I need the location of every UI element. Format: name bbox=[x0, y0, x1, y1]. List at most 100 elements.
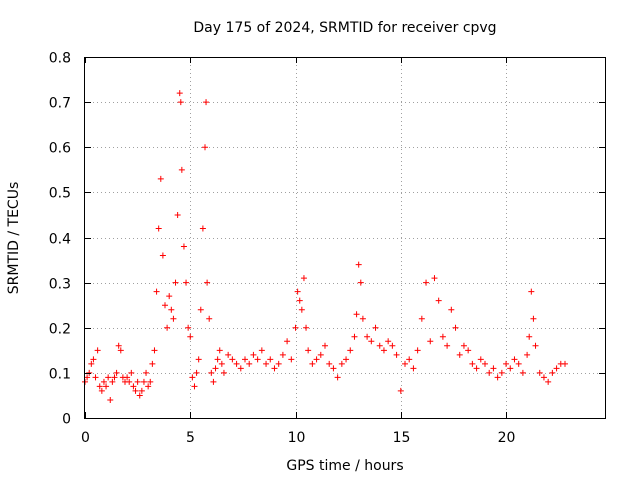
data-point bbox=[439, 333, 446, 340]
data-point bbox=[296, 297, 303, 304]
data-point bbox=[364, 333, 371, 340]
y-tick-label: 0.4 bbox=[49, 232, 71, 248]
data-point bbox=[473, 365, 480, 372]
data-point bbox=[147, 378, 154, 385]
data-point bbox=[545, 378, 552, 385]
data-point bbox=[100, 378, 107, 385]
data-point bbox=[452, 324, 459, 331]
data-point bbox=[406, 356, 413, 363]
y-axis-title: SRMTID / TECUs bbox=[6, 182, 22, 295]
data-point bbox=[298, 306, 305, 313]
data-point bbox=[393, 351, 400, 358]
data-point bbox=[159, 252, 166, 259]
data-point bbox=[294, 288, 301, 295]
data-point bbox=[153, 288, 160, 295]
data-point bbox=[233, 360, 240, 367]
data-point bbox=[414, 347, 421, 354]
data-point bbox=[202, 144, 208, 151]
y-tick-label: 0.6 bbox=[49, 141, 71, 157]
data-point bbox=[536, 369, 543, 376]
data-point bbox=[263, 360, 270, 367]
data-point bbox=[418, 315, 425, 322]
data-point bbox=[157, 175, 164, 182]
data-point bbox=[355, 261, 362, 268]
data-point bbox=[166, 293, 173, 300]
data-point bbox=[242, 356, 248, 363]
data-point bbox=[410, 365, 417, 372]
data-point bbox=[191, 383, 198, 390]
data-point bbox=[86, 369, 93, 376]
data-point bbox=[486, 369, 493, 376]
data-point bbox=[168, 306, 175, 313]
data-point bbox=[96, 383, 103, 390]
x-tick-label: 5 bbox=[186, 430, 195, 446]
data-point bbox=[460, 342, 467, 349]
data-point bbox=[448, 306, 455, 313]
y-tick-label: 0.7 bbox=[49, 96, 71, 112]
data-point bbox=[465, 347, 472, 354]
data-point bbox=[130, 383, 137, 390]
data-point bbox=[237, 365, 244, 372]
data-point bbox=[187, 333, 194, 340]
data-point bbox=[155, 225, 162, 232]
data-point bbox=[317, 351, 324, 358]
data-point bbox=[549, 369, 556, 376]
data-point bbox=[199, 225, 206, 232]
x-tick-label: 10 bbox=[288, 430, 306, 446]
data-point bbox=[528, 288, 535, 295]
data-point bbox=[180, 243, 187, 250]
data-point bbox=[385, 338, 392, 345]
data-point bbox=[498, 369, 505, 376]
data-point bbox=[134, 378, 141, 385]
data-point bbox=[218, 360, 225, 367]
data-point bbox=[526, 333, 533, 340]
plot-frame bbox=[84, 57, 606, 419]
data-point bbox=[90, 356, 97, 363]
x-tick-label: 20 bbox=[498, 430, 516, 446]
data-point bbox=[162, 302, 168, 309]
data-point bbox=[359, 315, 366, 322]
data-point bbox=[435, 297, 442, 304]
data-point bbox=[136, 392, 143, 399]
data-point bbox=[397, 387, 404, 394]
x-tick-label: 0 bbox=[81, 430, 90, 446]
data-point bbox=[313, 356, 320, 363]
data-point bbox=[246, 360, 253, 367]
data-point bbox=[128, 369, 135, 376]
data-point bbox=[117, 347, 124, 354]
data-point bbox=[105, 374, 112, 381]
data-point bbox=[427, 338, 434, 345]
data-point bbox=[423, 279, 430, 286]
data-point bbox=[530, 315, 537, 322]
data-point bbox=[267, 356, 274, 363]
data-point bbox=[206, 315, 213, 322]
data-point bbox=[482, 360, 488, 367]
data-point bbox=[279, 351, 286, 358]
data-point bbox=[178, 166, 185, 173]
data-point bbox=[94, 347, 101, 354]
data-point bbox=[540, 374, 547, 381]
data-point bbox=[193, 369, 200, 376]
data-point bbox=[515, 360, 522, 367]
data-point bbox=[303, 324, 310, 331]
data-point bbox=[124, 374, 131, 381]
data-point bbox=[172, 279, 179, 286]
data-point bbox=[357, 279, 364, 286]
data-point bbox=[214, 356, 221, 363]
data-point bbox=[477, 356, 484, 363]
data-point bbox=[258, 347, 265, 354]
data-point bbox=[145, 383, 152, 390]
data-point bbox=[111, 374, 118, 381]
data-point bbox=[140, 378, 147, 385]
data-point bbox=[353, 311, 360, 318]
y-tick-label: 0.5 bbox=[49, 186, 71, 202]
data-point bbox=[490, 365, 497, 372]
data-point bbox=[562, 360, 568, 367]
data-point bbox=[309, 360, 316, 367]
data-point bbox=[334, 374, 341, 381]
data-point bbox=[204, 279, 211, 286]
data-point bbox=[84, 374, 91, 381]
axis-ticks bbox=[85, 57, 605, 419]
data-point bbox=[220, 369, 227, 376]
data-point bbox=[138, 387, 145, 394]
